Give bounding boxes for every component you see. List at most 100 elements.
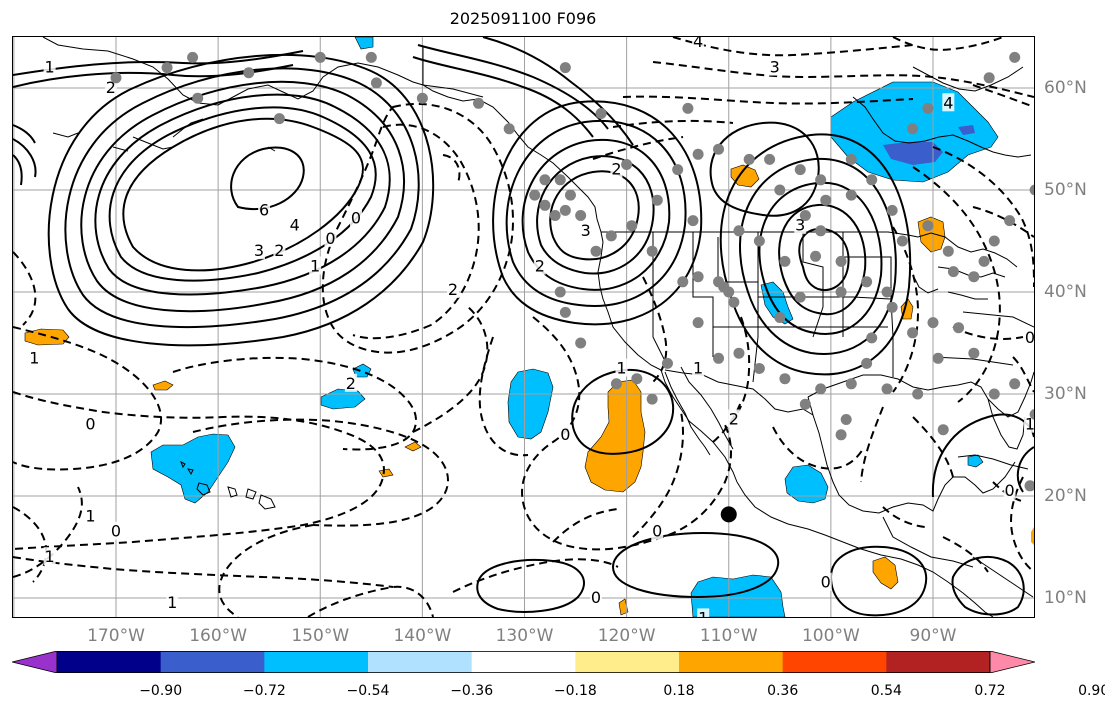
shade-blue-hawaii — [150, 433, 236, 504]
shade-orange-pac3 — [404, 441, 422, 452]
station-dot — [1004, 215, 1016, 227]
station-dot — [621, 159, 633, 170]
station-dot — [554, 286, 566, 298]
latitude-label: 30°N — [1044, 384, 1087, 404]
station-dot — [559, 204, 571, 216]
colorbar-segment — [575, 651, 680, 673]
station-dot — [713, 143, 725, 155]
contour-label-bg — [697, 608, 710, 617]
contour-label-bg — [309, 256, 322, 275]
latitude-label: 10°N — [1044, 588, 1087, 608]
colorbar-segment — [368, 651, 473, 673]
contour-label-bg — [447, 279, 460, 298]
contour-label-bg — [727, 409, 740, 428]
colorbar-segment — [264, 651, 369, 673]
contour-label: 3 — [795, 216, 805, 235]
station-dot — [1029, 409, 1034, 420]
shade-orange-edge — [1031, 527, 1034, 545]
contour-label: 2 — [346, 374, 356, 393]
station-dots — [110, 51, 1034, 492]
contour-label-bg — [324, 228, 337, 247]
station-dot — [728, 296, 740, 308]
station-dot — [922, 220, 934, 232]
contour-label: 0 — [560, 425, 570, 444]
station-dot — [968, 347, 980, 359]
station-dot — [314, 51, 326, 63]
contour-label-bg — [579, 220, 592, 239]
contour-label: 1 — [85, 506, 95, 525]
station-dot — [646, 245, 658, 257]
colorbar-segment — [782, 651, 887, 673]
station-dot — [912, 388, 924, 400]
station-dot — [503, 123, 515, 135]
station-dot — [799, 210, 811, 221]
station-dot — [564, 189, 576, 201]
contour-label-bg — [615, 358, 628, 377]
shade-blue-pac1 — [320, 388, 366, 410]
contour-label: 3 — [581, 221, 591, 240]
contour-label: 1 — [167, 593, 177, 612]
station-dot — [907, 123, 919, 135]
longitude-label: 120°W — [597, 626, 656, 646]
station-dot — [861, 276, 873, 288]
station-dot — [733, 225, 745, 237]
contour-label: 0 — [570, 614, 580, 618]
longitude-label: 160°W — [189, 626, 248, 646]
colorbar-tick-label: 0.54 — [870, 683, 902, 699]
longitude-label: 130°W — [495, 626, 554, 646]
station-dot — [845, 189, 857, 201]
station-dot — [947, 266, 959, 278]
latitude-label: 50°N — [1044, 180, 1087, 200]
contour-label: 2 — [448, 280, 458, 299]
station-dot — [815, 174, 827, 186]
contour-label-bg — [569, 613, 582, 617]
contour-label-bg — [166, 593, 179, 612]
station-dot — [595, 108, 607, 119]
station-dot — [861, 357, 873, 369]
station-dot — [881, 383, 893, 395]
longitude-label: 140°W — [393, 626, 452, 646]
colorbar-segment — [471, 651, 576, 673]
shade-orange-cent — [872, 556, 899, 590]
contour-label-bg — [273, 241, 286, 260]
contour-label: 6 — [259, 200, 269, 219]
contour-label-bg — [43, 547, 56, 566]
station-dot — [713, 352, 725, 364]
longitude-label: 110°W — [699, 626, 758, 646]
contour-label-bg — [349, 208, 362, 227]
station-dot — [529, 189, 541, 201]
station-dot — [631, 373, 643, 385]
station-dot — [896, 235, 908, 247]
colorbar-outline — [56, 651, 991, 673]
station-dot — [687, 215, 699, 227]
station-dot — [983, 72, 995, 84]
contour-label-bg — [589, 588, 602, 606]
station-dot — [610, 378, 622, 390]
map-canvas: 642300122011011223334410120001001021 — [13, 37, 1034, 617]
station-dot — [988, 388, 1000, 400]
longitude-label: 100°W — [801, 626, 860, 646]
contour-label: 1 — [693, 359, 703, 378]
map-panel: 642300122011011223334410120001001021 — [12, 36, 1035, 618]
station-dot — [845, 153, 857, 165]
contour-label: 4 — [290, 216, 300, 235]
colorbar-tick-label: −0.36 — [450, 683, 494, 699]
station-dot — [651, 194, 663, 206]
map-title: 2025091100 F096 — [449, 9, 597, 28]
latitude-label: 40°N — [1044, 282, 1087, 302]
station-dot — [661, 357, 673, 369]
station-dot — [677, 276, 689, 288]
station-dot — [590, 245, 602, 257]
contour-label-bg — [344, 373, 357, 392]
latitude-label: 60°N — [1044, 78, 1087, 98]
colorbar-tick-label: −0.54 — [346, 683, 390, 699]
contour-label: 3 — [770, 58, 780, 77]
station-dot — [539, 199, 551, 211]
station-dot — [794, 164, 806, 176]
shade-orange-mt — [730, 164, 760, 188]
station-dot — [942, 245, 954, 257]
station-dot — [835, 286, 847, 298]
station-dot — [815, 225, 827, 237]
station-dot — [646, 393, 658, 405]
colorbar-segment — [57, 651, 162, 673]
